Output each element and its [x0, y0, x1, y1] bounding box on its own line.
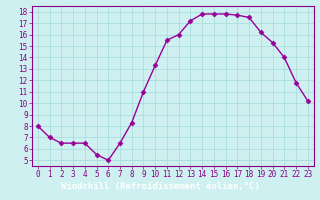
Text: Windchill (Refroidissement éolien,°C): Windchill (Refroidissement éolien,°C): [60, 182, 260, 192]
